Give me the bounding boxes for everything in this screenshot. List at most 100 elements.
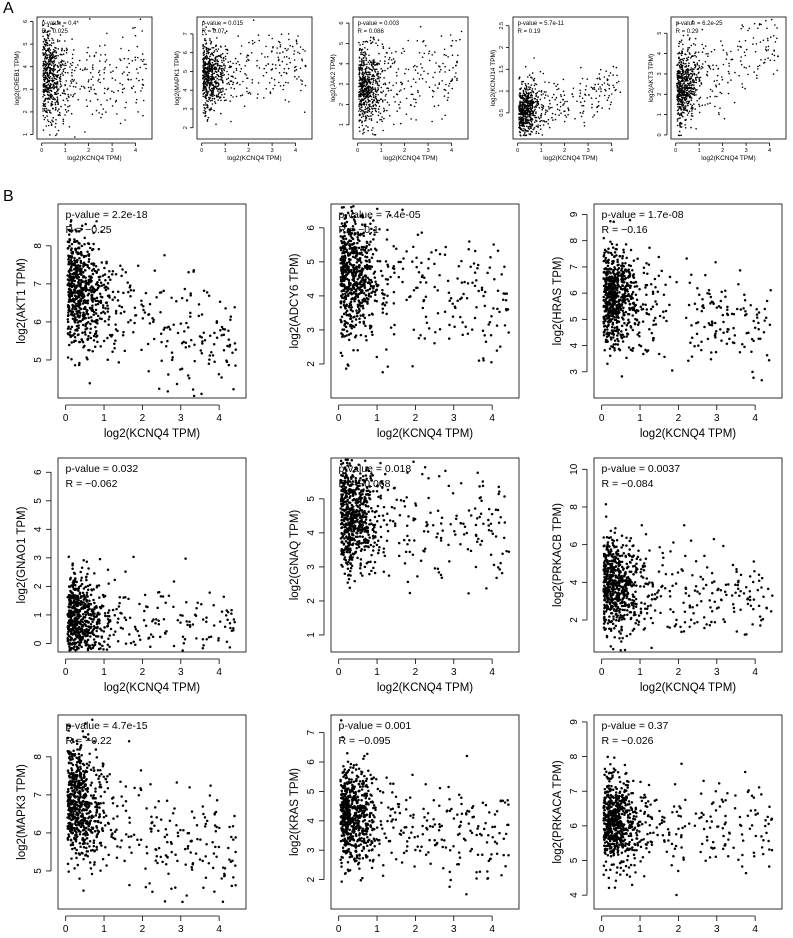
scatter-point (694, 81, 696, 84)
scatter-point (359, 64, 361, 67)
scatter-point (687, 87, 690, 90)
x-tick-label: 0 (356, 148, 359, 154)
scatter-point (213, 50, 216, 52)
scatter-point (581, 104, 583, 107)
scatter-point (381, 101, 384, 103)
scatter-point (748, 27, 751, 30)
scatter-point (407, 68, 410, 71)
scatter-point (690, 99, 693, 101)
scatter-point (551, 106, 553, 109)
scatter-point (140, 90, 142, 92)
plot-frame (196, 16, 313, 140)
scatter-point (229, 66, 232, 68)
scatter-point (540, 89, 543, 92)
scatter-point (541, 134, 544, 136)
scatter-point (217, 74, 220, 77)
scatter-point (363, 63, 366, 65)
scatter-point (384, 56, 387, 58)
scatter-point (388, 58, 390, 61)
scatter-point (219, 65, 222, 67)
scatter-point (527, 118, 529, 121)
scatter-point (72, 333, 75, 337)
scatter-point (78, 242, 81, 245)
scatter-point (268, 82, 271, 84)
scatter-point (599, 68, 602, 71)
scatter-point (518, 116, 521, 119)
scatter-point (43, 76, 45, 79)
scatter-point (608, 94, 610, 97)
scatter-point (59, 68, 61, 71)
scatter-point (222, 81, 224, 83)
scatter-point (73, 288, 76, 291)
scatter-point (65, 80, 67, 82)
scatter-point (536, 91, 539, 94)
scatter-point (44, 55, 47, 58)
scatter-point (89, 327, 92, 330)
scatter-point (278, 72, 281, 74)
scatter-point (207, 51, 209, 53)
scatter-point (371, 86, 374, 88)
scatter-point (72, 275, 75, 279)
scatter-point (123, 349, 127, 353)
scatter-point (223, 63, 225, 65)
scatter-point (687, 112, 690, 114)
scatter-point (373, 68, 376, 71)
scatter-point (206, 55, 208, 58)
scatter-point (584, 88, 587, 91)
scatter-point (441, 118, 443, 120)
scatter-point (66, 327, 70, 330)
scatter-point (715, 85, 718, 88)
scatter-point (595, 97, 597, 100)
scatter-point (64, 40, 66, 42)
scatter-point (70, 80, 72, 82)
scatter-point (75, 82, 78, 84)
scatter-point (684, 86, 686, 89)
scatter-point (220, 67, 222, 70)
scatter-point (538, 90, 540, 92)
scatter-point (365, 57, 368, 59)
scatter-point (720, 92, 723, 95)
scatter-point (51, 107, 54, 110)
scatter-point (354, 334, 358, 337)
scatter-point (279, 52, 281, 54)
scatter-point (368, 92, 371, 95)
scatter-point (723, 117, 726, 120)
scatter-point (53, 82, 56, 85)
scatter-point (378, 111, 380, 113)
scatter-point (525, 87, 528, 89)
scatter-point (93, 297, 96, 301)
scatter-point (539, 70, 542, 73)
scatter-point (54, 50, 57, 52)
scatter-point (691, 110, 693, 112)
scatter-point (564, 100, 566, 103)
scatter-point (522, 119, 525, 122)
scatter-point (297, 51, 299, 54)
scatter-point (134, 59, 137, 61)
scatter-point (55, 122, 57, 125)
scatter-point (553, 93, 555, 96)
scatter-point (208, 48, 211, 51)
scatter-point (134, 34, 137, 37)
scatter-point (372, 101, 374, 104)
scatter-point (127, 290, 130, 294)
scatter-point (208, 85, 211, 87)
scatter-point (207, 68, 209, 70)
scatter-point (396, 75, 398, 77)
scatter-point (364, 51, 366, 53)
scatter-point (428, 50, 431, 53)
scatter-point (118, 304, 121, 308)
scatter-point (294, 75, 296, 78)
scatter-point (59, 80, 61, 82)
scatter-point (413, 98, 415, 100)
scatter-point (213, 331, 216, 335)
scatter-point (212, 95, 214, 97)
scatter-point (521, 81, 523, 83)
scatter-point (44, 105, 47, 108)
scatter-point (226, 52, 229, 55)
scatter-point (94, 303, 98, 306)
scatter-point (427, 72, 429, 75)
scatter-point (683, 57, 685, 60)
scatter-point (364, 85, 367, 88)
scatter-point (720, 40, 722, 42)
scatter-point (207, 47, 209, 50)
